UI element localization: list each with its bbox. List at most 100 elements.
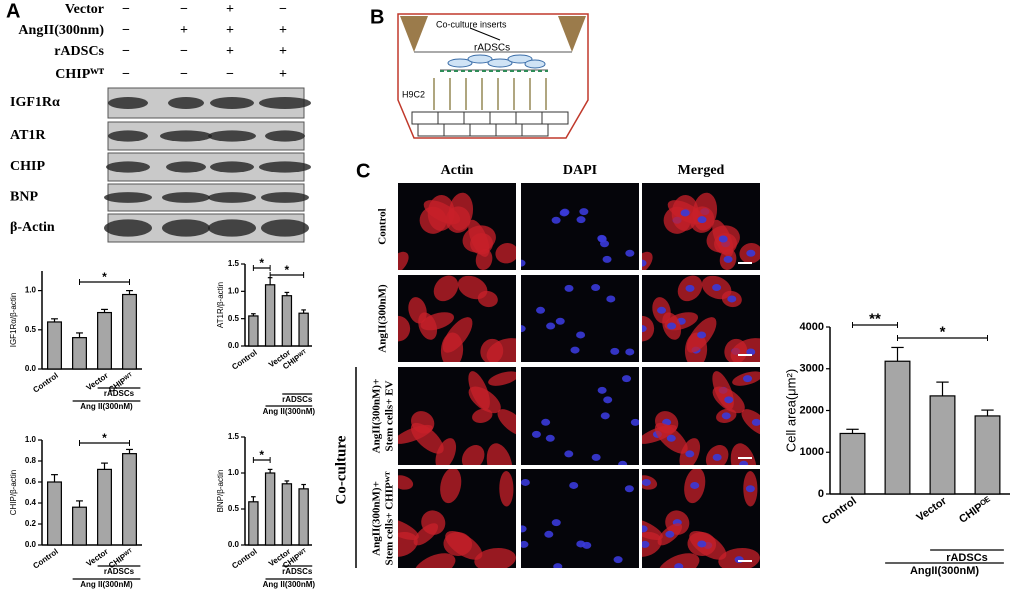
nucleus <box>723 255 733 263</box>
blot-band <box>108 97 148 109</box>
cell <box>477 290 498 308</box>
treatment-sign: − <box>180 2 188 17</box>
sig-label: * <box>259 256 264 270</box>
co-culture-diagram <box>397 13 589 139</box>
y-tick-label: 0.5 <box>228 314 240 323</box>
nucleus <box>564 450 574 458</box>
column-header: Merged <box>678 163 725 178</box>
bar <box>47 481 62 546</box>
blot-label: BNP <box>10 190 38 205</box>
x-tick-label: CHIPᴼᴱ <box>957 495 994 526</box>
treatment-sign: + <box>226 2 234 17</box>
micrograph-cells <box>398 371 516 465</box>
micrograph <box>398 183 516 270</box>
treatment-sign: − <box>226 67 234 82</box>
nucleus <box>551 216 561 224</box>
x-tick-label: Vector <box>85 547 110 568</box>
cell <box>462 225 496 253</box>
nucleus <box>727 295 737 303</box>
nucleus <box>541 418 551 426</box>
nucleus <box>603 396 613 404</box>
micrograph-bg <box>521 183 639 270</box>
scale-bar <box>738 354 752 356</box>
error-bar <box>284 291 290 296</box>
cell <box>474 547 516 568</box>
micrograph-cells <box>398 469 516 568</box>
nucleus <box>600 412 610 420</box>
blot-band <box>259 97 311 109</box>
nucleus <box>746 348 756 356</box>
nucleus <box>642 325 647 333</box>
treatment-sign: − <box>122 44 130 59</box>
micrograph <box>642 469 760 568</box>
cell <box>427 194 455 231</box>
nucleus <box>674 563 684 568</box>
cell <box>413 523 439 546</box>
group-label: rADSCs <box>104 567 135 576</box>
blot-band <box>210 97 254 109</box>
y-tick-label: 1.0 <box>25 435 37 444</box>
bar <box>122 293 137 370</box>
y-axis-title: AT1R/β-actin <box>216 282 225 328</box>
bar <box>72 506 87 546</box>
nucleus <box>625 348 635 356</box>
y-tick-label: 0.4 <box>25 498 37 507</box>
y-axis-title: CHIP/β-actin <box>9 470 18 516</box>
micrograph-cells <box>398 275 516 362</box>
row-label: Stem cells+ EV <box>384 380 396 451</box>
group-label: rADSCs <box>946 552 988 564</box>
nucleus <box>602 255 612 263</box>
treatment-sign: − <box>122 23 130 38</box>
y-tick-label: 1.5 <box>228 432 240 441</box>
cell <box>442 317 473 353</box>
nucleus <box>564 284 574 292</box>
scale-bar <box>738 457 752 459</box>
x-tick-label: Control <box>31 547 59 571</box>
nucleus <box>721 412 731 420</box>
nucleus <box>521 540 529 548</box>
nucleus <box>536 306 546 314</box>
bar <box>884 360 911 495</box>
y-tick-label: 1.0 <box>228 286 240 295</box>
blot-band <box>106 161 150 173</box>
error-bar <box>101 308 108 313</box>
treatment-sign: + <box>279 23 287 38</box>
nucleus <box>712 284 722 292</box>
sig-label: ** <box>869 310 881 327</box>
diagram-label: rADSCs <box>474 43 510 54</box>
bar <box>298 488 309 546</box>
micrograph <box>398 367 516 465</box>
blot-band <box>208 192 256 203</box>
cell <box>486 338 516 362</box>
group-label: AngII(300nM) <box>910 565 979 577</box>
cell <box>486 443 513 465</box>
group-label: Co-culture <box>333 435 349 504</box>
error-bar <box>267 277 273 285</box>
y-tick-label: 1000 <box>800 446 824 458</box>
cell <box>435 438 457 465</box>
micrograph-cells <box>531 375 639 465</box>
bar <box>47 321 62 370</box>
y-tick-label: 0.8 <box>25 456 37 465</box>
nucleus <box>531 430 541 438</box>
group-label: rADSCs <box>282 395 313 404</box>
row-label: AngII(300nM)+ <box>371 379 383 454</box>
nucleus <box>559 209 569 217</box>
nucleus <box>576 216 586 224</box>
bar <box>97 311 112 370</box>
error-bar <box>51 474 58 482</box>
blot-band <box>259 161 311 173</box>
micrograph-cells <box>521 478 634 568</box>
bar <box>281 295 293 347</box>
diagram-label: Co-culture inserts <box>436 19 507 29</box>
nucleus <box>642 259 647 267</box>
bar <box>72 337 87 370</box>
micrograph-cells <box>521 284 635 356</box>
nucleus <box>555 317 565 325</box>
y-tick-label: 3000 <box>800 363 824 375</box>
y-tick-label: 0.5 <box>25 325 37 334</box>
blot-band <box>168 97 204 109</box>
cell <box>495 243 516 264</box>
treatment-label: rADSCs <box>54 44 104 59</box>
nucleus <box>625 249 635 257</box>
